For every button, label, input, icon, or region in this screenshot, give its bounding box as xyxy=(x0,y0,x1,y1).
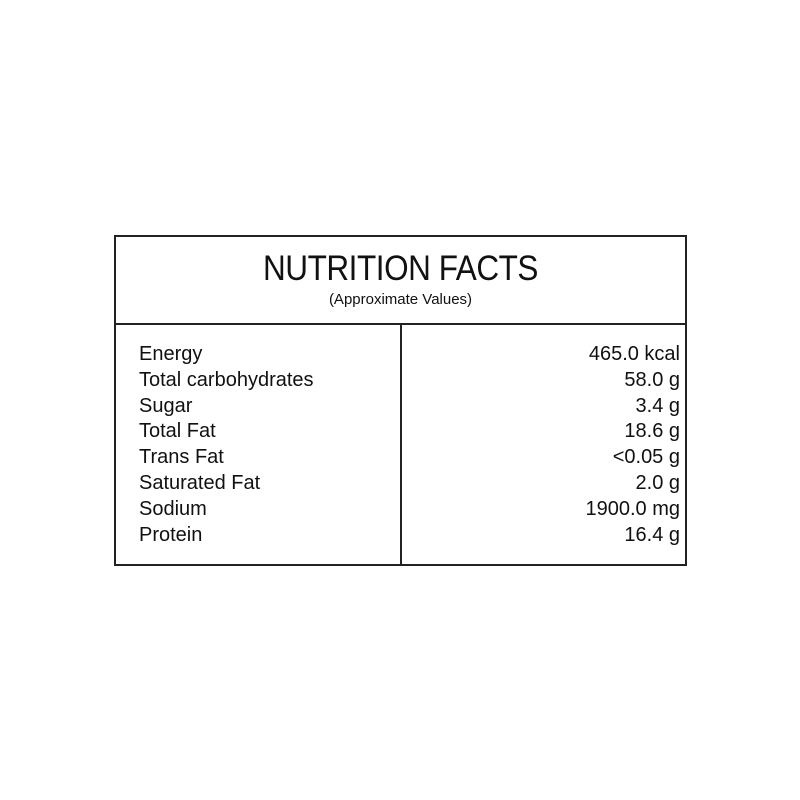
nutrient-labels: Energy Total carbohydrates Sugar Total F… xyxy=(139,342,314,548)
nutrient-label: Total carbohydrates xyxy=(139,368,314,391)
nutrient-label: Protein xyxy=(139,523,203,546)
column-divider xyxy=(400,325,402,564)
nutrient-label: Sugar xyxy=(139,394,193,417)
table-subtitle: (Approximate Values) xyxy=(328,291,473,308)
nutrient-value: 3.4 g xyxy=(635,394,680,417)
nutrient-value: 16.4 g xyxy=(624,523,680,546)
nutrient-values: 465.0 kcal 58.0 g 3.4 g 18.6 g <0.05 g 2… xyxy=(585,342,680,548)
nutrient-value: 2.0 g xyxy=(635,471,680,494)
table-header: NUTRITION FACTS (Approximate Values) xyxy=(116,237,685,325)
nutrient-value: 58.0 g xyxy=(624,368,680,391)
nutrient-label: Sodium xyxy=(139,497,207,520)
nutrition-facts-table: NUTRITION FACTS (Approximate Values) Ene… xyxy=(114,235,687,566)
nutrient-label: Saturated Fat xyxy=(139,471,261,494)
nutrient-label: Trans Fat xyxy=(139,446,224,469)
nutrient-label: Energy xyxy=(139,343,203,365)
nutrient-value: <0.05 g xyxy=(612,446,680,469)
nutrient-value: 1900.0 mg xyxy=(585,497,680,520)
nutrient-label: Total Fat xyxy=(139,420,216,443)
table-title: NUTRITION FACTS xyxy=(262,249,539,288)
nutrient-value: 18.6 g xyxy=(624,420,680,443)
nutrient-value: 465.0 kcal xyxy=(588,343,680,365)
